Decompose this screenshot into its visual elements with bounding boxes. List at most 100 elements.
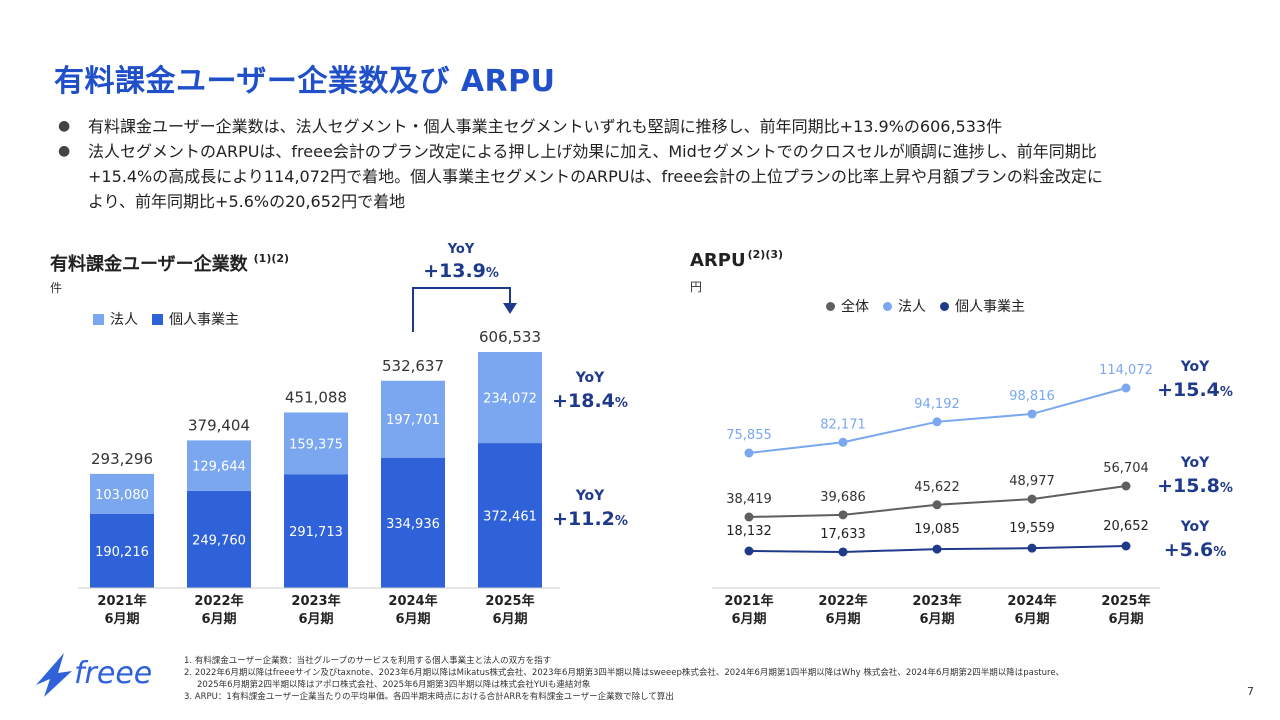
user-count-legend: 法人 個人事業主 xyxy=(93,309,239,329)
bullet-text: 有料課金ユーザー企業数は、法人セグメント・個人事業主セグメントいずれも堅調に推移… xyxy=(88,117,1003,136)
legend-item-individual: 個人事業主 xyxy=(152,309,239,329)
x-tick-label: 2024年 xyxy=(388,593,437,609)
arpu-yoy-corporate-label: YoY xyxy=(1180,359,1210,375)
bar-label-corporate: 159,375 xyxy=(289,437,343,452)
arpu-individual-point xyxy=(744,546,754,556)
bullet-item-2: ● 法人セグメントのARPUは、freee会計のプラン改定による押し上げ効果に加… xyxy=(58,139,1248,214)
x-tick-label: 6月期 xyxy=(731,612,766,627)
x-tick-label: 2024年 xyxy=(1007,593,1056,609)
arpu-total-point xyxy=(1027,494,1037,504)
yoy-individual-value: +11.2% xyxy=(552,508,628,530)
arpu-total-point xyxy=(1121,481,1131,491)
bar-label-individual: 334,936 xyxy=(386,517,440,532)
arpu-line-chart: 75,855 82,171 94,192 98,816 114,072 38,419 39,… xyxy=(712,363,1160,627)
bar-label-corporate: 129,644 xyxy=(192,460,246,475)
x-tick-label: 6月期 xyxy=(298,612,333,627)
arpu-title-text: ARPU xyxy=(690,250,746,271)
bullet-marker: ● xyxy=(58,118,71,134)
arpu-individual-data-label: 20,652 xyxy=(1103,519,1149,534)
x-tick-label: 2021年 xyxy=(724,593,773,609)
bar-label-total: 451,088 xyxy=(285,388,347,406)
legend-item-corporate: 法人 xyxy=(93,309,138,329)
footnote-1: 1. 有料課金ユーザー企業数：当社グループのサービスを利用する個人事業主と法人の… xyxy=(184,656,552,666)
footnote-3: 3. ARPU：1有料課金ユーザー企業当たりの平均単価。各四半期末時点における合… xyxy=(184,692,674,702)
arpu-total-data-label: 48,977 xyxy=(1009,474,1055,489)
arpu-unit: 円 xyxy=(690,280,703,294)
x-tick-label: 6月期 xyxy=(1108,612,1143,627)
legend-item-individual: 個人事業主 xyxy=(940,296,1025,316)
user-count-chart-title: 有料課金ユーザー企業数 (1)(2) xyxy=(50,250,289,276)
legend-label: 個人事業主 xyxy=(955,299,1025,315)
yoy-arrow-icon xyxy=(503,303,517,314)
arpu-legend: 全体 法人 個人事業主 xyxy=(826,296,1025,316)
arpu-total-data-label: 56,704 xyxy=(1103,461,1149,476)
bullet-item-1: ● 有料課金ユーザー企業数は、法人セグメント・個人事業主セグメントいずれも堅調に… xyxy=(58,114,1248,139)
x-tick-label: 6月期 xyxy=(395,612,430,627)
x-tick-label: 2025年 xyxy=(485,593,534,609)
legend-item-total: 全体 xyxy=(826,296,869,316)
arpu-corporate-point xyxy=(1121,383,1131,393)
arpu-yoy-group: YoY +15.4% YoY +15.8% YoY +5.6% xyxy=(1157,359,1233,561)
arpu-corporate-point xyxy=(838,437,848,447)
yoy-individual-label: YoY xyxy=(575,488,605,504)
yoy-corporate-value: +18.4% xyxy=(552,390,628,412)
bar-individual xyxy=(187,490,251,588)
legend-swatch-corporate xyxy=(93,313,104,325)
yoy-bracket xyxy=(412,287,511,332)
bar-label-corporate: 197,701 xyxy=(386,413,440,428)
arpu-total-data-label: 39,686 xyxy=(820,490,866,505)
bullet-marker: ● xyxy=(58,143,71,159)
bar-corporate xyxy=(187,440,251,491)
arpu-corporate-point xyxy=(932,417,942,427)
bar-label-individual: 291,713 xyxy=(289,525,343,540)
arpu-corporate-data-label: 114,072 xyxy=(1099,363,1153,378)
arpu-total-data-label: 38,419 xyxy=(726,492,772,507)
bar-label-corporate: 103,080 xyxy=(95,488,149,503)
bar-label-total: 532,637 xyxy=(382,357,444,375)
bar-individual xyxy=(381,457,445,588)
bar-corporate xyxy=(478,352,542,444)
x-tick-label: 2025年 xyxy=(1101,593,1150,609)
legend-label: 法人 xyxy=(110,312,138,328)
arpu-total-point xyxy=(744,512,754,522)
arpu-yoy-corporate-value: +15.4% xyxy=(1157,379,1233,401)
user-count-unit: 件 xyxy=(50,281,63,295)
legend-label: 法人 xyxy=(898,299,926,315)
bar-corporate xyxy=(284,412,348,475)
arpu-individual-data-label: 17,633 xyxy=(820,527,866,542)
arpu-corporate-data-label: 94,192 xyxy=(914,397,960,412)
arpu-title-note: (2)(3) xyxy=(747,248,784,261)
legend-dot-total xyxy=(826,301,835,311)
arpu-individual-data-label: 18,132 xyxy=(726,524,772,539)
bar-label-individual: 190,216 xyxy=(95,545,149,560)
footnote-2-cont: 2025年6月期第2四半期以降はアポロ株式会社、2025年6月期第3四半期以降は… xyxy=(197,680,591,690)
x-tick-label: 2022年 xyxy=(194,593,243,609)
arpu-total-point xyxy=(838,510,848,520)
arpu-corporate-point xyxy=(1027,409,1037,419)
legend-item-corporate: 法人 xyxy=(883,296,926,316)
x-tick-label: 2022年 xyxy=(818,593,867,609)
x-tick-label: 2023年 xyxy=(912,593,961,609)
bar-individual xyxy=(478,443,542,588)
page-number: 7 xyxy=(1247,685,1254,698)
footnotes: 1. 有料課金ユーザー企業数：当社グループのサービスを利用する個人事業主と法人の… xyxy=(184,655,1234,703)
legend-label: 個人事業主 xyxy=(169,312,239,328)
arpu-individual-data-label: 19,085 xyxy=(914,522,960,537)
x-tick-label: 6月期 xyxy=(919,612,954,627)
yoy-label: YoY xyxy=(447,242,475,257)
footnote-2: 2. 2022年6月期以降はfreeeサイン及びtaxnote、2023年6月期… xyxy=(184,668,1065,678)
x-tick-label: 6月期 xyxy=(825,612,860,627)
bullet-text: より、前年同期比+5.6%の20,652円で着地 xyxy=(88,192,406,211)
arpu-total-point xyxy=(932,500,942,510)
bar-label-corporate: 234,072 xyxy=(483,392,537,407)
bar-label-total: 606,533 xyxy=(479,328,541,346)
bar-label-individual: 249,760 xyxy=(192,533,246,548)
freee-logo: freee xyxy=(36,653,152,697)
arpu-individual-point xyxy=(838,547,848,557)
bar-label-total: 379,404 xyxy=(188,416,250,434)
page-title: 有料課金ユーザー企業数及び ARPU xyxy=(54,64,556,99)
x-tick-label: 6月期 xyxy=(1014,612,1049,627)
arpu-corporate-data-label: 75,855 xyxy=(726,428,772,443)
yoy-corporate-label: YoY xyxy=(575,370,605,386)
freee-bird-icon xyxy=(36,653,72,697)
